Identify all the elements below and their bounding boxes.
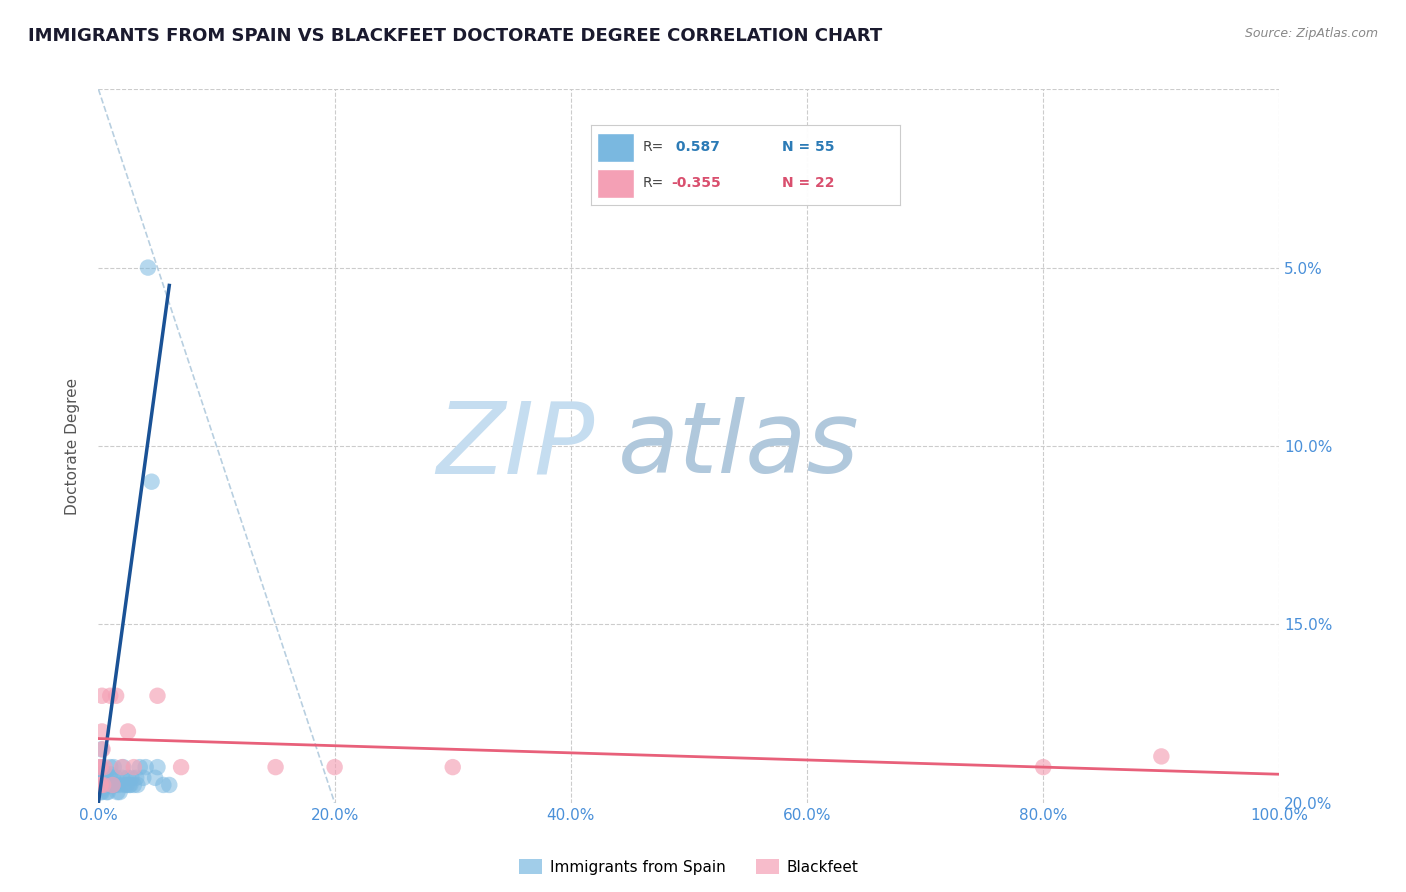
FancyBboxPatch shape [596, 169, 634, 198]
Point [96, 778, 118, 792]
FancyBboxPatch shape [596, 133, 634, 161]
Text: R=: R= [643, 177, 665, 191]
Point [103, 760, 125, 774]
Point [90, 771, 112, 785]
Point [91, 742, 114, 756]
Point [98, 689, 121, 703]
Point [101, 778, 124, 792]
Point [117, 771, 139, 785]
Point [89, 778, 111, 792]
Point [146, 760, 169, 774]
Point [170, 760, 193, 774]
Point [122, 760, 145, 774]
Point [98, 767, 121, 781]
Point [90, 778, 112, 792]
Point [93, 771, 115, 785]
Text: -0.355: -0.355 [671, 177, 721, 191]
Point [91, 781, 114, 796]
Point [121, 771, 143, 785]
Point [112, 760, 135, 774]
Point [118, 778, 141, 792]
Point [90, 778, 112, 792]
Point [107, 778, 129, 792]
Point [125, 771, 148, 785]
Point [89, 760, 111, 774]
Y-axis label: Doctorate Degree: Doctorate Degree [65, 377, 80, 515]
Text: N = 22: N = 22 [782, 177, 835, 191]
Point [91, 771, 114, 785]
Point [101, 778, 124, 792]
Point [157, 778, 180, 792]
Point [91, 778, 114, 792]
Point [111, 760, 134, 774]
Point [98, 778, 121, 792]
Point [105, 689, 128, 703]
Text: N = 55: N = 55 [782, 140, 835, 154]
Point [152, 778, 174, 792]
Point [91, 724, 114, 739]
Point [97, 785, 120, 799]
Point [101, 771, 124, 785]
Point [104, 778, 127, 792]
Point [90, 785, 112, 799]
Point [89, 760, 111, 774]
Point [91, 785, 114, 799]
Point [146, 689, 169, 703]
Point [108, 785, 131, 799]
Point [91, 774, 114, 789]
Point [122, 778, 145, 792]
Point [136, 260, 159, 275]
Point [91, 778, 114, 792]
Point [115, 778, 138, 792]
Point [105, 785, 128, 799]
Point [127, 778, 149, 792]
Point [98, 760, 121, 774]
Point [91, 767, 114, 781]
Point [100, 778, 122, 792]
Point [117, 724, 139, 739]
Point [91, 778, 114, 792]
Point [89, 778, 111, 792]
Point [91, 689, 114, 703]
Point [90, 742, 112, 756]
Point [91, 778, 114, 792]
Point [135, 760, 157, 774]
Point [1150, 749, 1173, 764]
Point [141, 475, 163, 489]
Point [128, 760, 150, 774]
Point [93, 760, 115, 774]
Point [89, 778, 111, 792]
Text: atlas: atlas [619, 398, 859, 494]
Text: ZIP: ZIP [436, 398, 595, 494]
Text: Source: ZipAtlas.com: Source: ZipAtlas.com [1244, 27, 1378, 40]
Text: R=: R= [643, 140, 665, 154]
Point [93, 767, 115, 781]
Point [132, 771, 155, 785]
Point [120, 778, 142, 792]
Point [264, 760, 287, 774]
Point [96, 785, 118, 799]
Point [1032, 760, 1054, 774]
Text: 0.587: 0.587 [671, 140, 720, 154]
Legend: Immigrants from Spain, Blackfeet: Immigrants from Spain, Blackfeet [513, 853, 865, 880]
Point [97, 774, 120, 789]
Point [93, 778, 115, 792]
Point [90, 760, 112, 774]
Point [441, 760, 464, 774]
Point [323, 760, 346, 774]
Point [105, 771, 128, 785]
Point [112, 778, 135, 792]
Point [143, 771, 166, 785]
Text: IMMIGRANTS FROM SPAIN VS BLACKFEET DOCTORATE DEGREE CORRELATION CHART: IMMIGRANTS FROM SPAIN VS BLACKFEET DOCTO… [28, 27, 883, 45]
Point [111, 771, 134, 785]
Point [94, 767, 117, 781]
